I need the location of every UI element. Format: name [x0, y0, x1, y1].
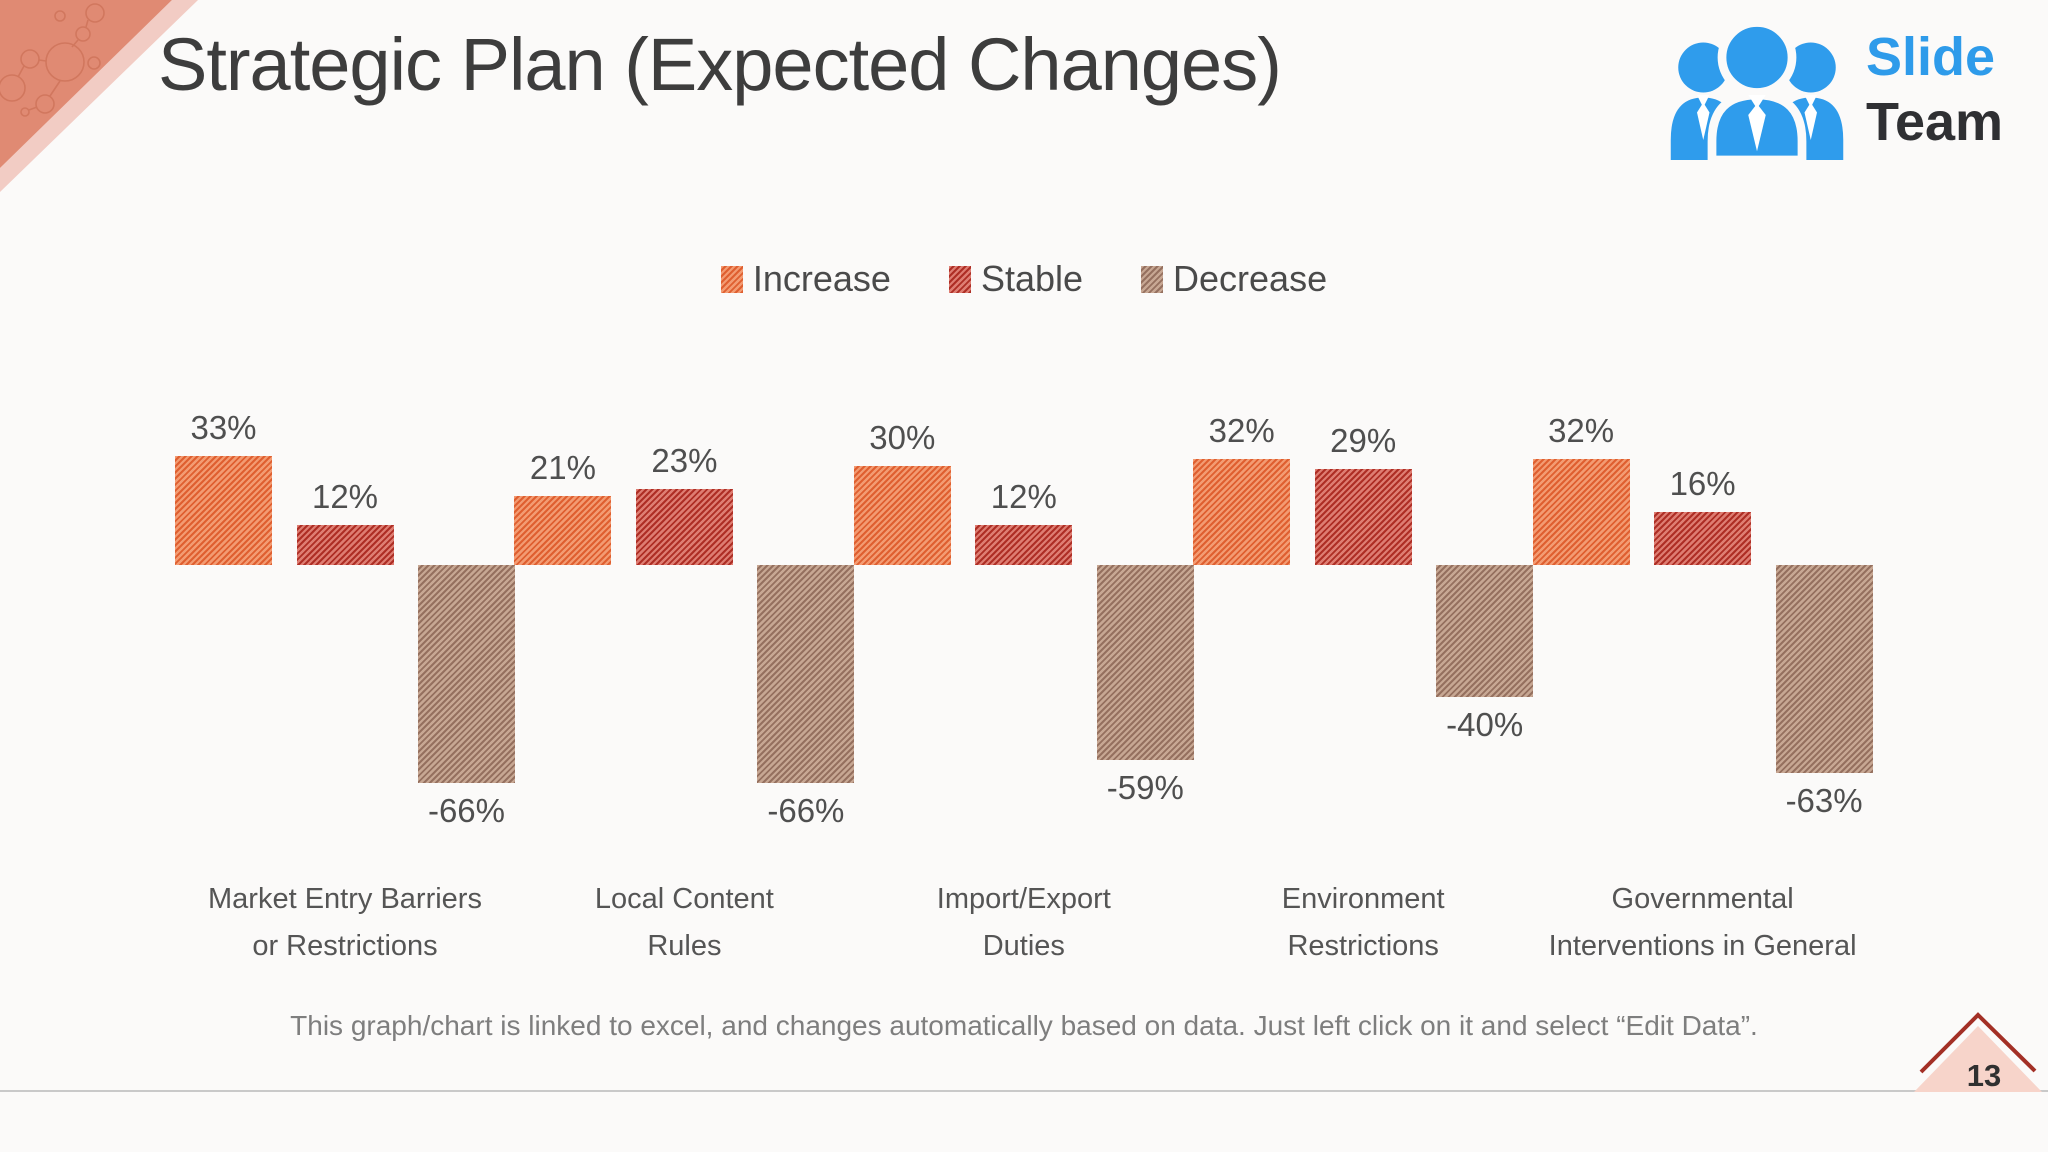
bar-stable[interactable] — [1654, 512, 1752, 565]
bar-decrease[interactable] — [1436, 565, 1534, 697]
logo-text: Slide Team — [1866, 25, 2003, 155]
bar-value-label: 32% — [1208, 412, 1275, 450]
chart-legend: Increase Stable Decrease — [0, 258, 2048, 300]
legend-label: Increase — [752, 258, 891, 299]
legend-item-increase[interactable]: Increase — [720, 258, 891, 300]
category-label: Governmental Interventions in General — [1548, 883, 1857, 962]
bar-decrease[interactable] — [418, 565, 515, 783]
bar-increase[interactable] — [514, 495, 612, 565]
bar-value-label: -66% — [427, 791, 506, 829]
footer-divider-line — [0, 1090, 2048, 1092]
bar-value-label: 12% — [311, 478, 379, 516]
bar-value-label: 29% — [1330, 422, 1397, 460]
category-label: Market Entry Barriers or Restrictions — [208, 883, 482, 962]
category-label: Import/Export Duties — [936, 883, 1111, 962]
bar-increase[interactable] — [1193, 459, 1291, 565]
bar-increase[interactable] — [1532, 459, 1630, 565]
slideteam-people-icon — [1670, 20, 1844, 160]
bar-value-label: -63% — [1785, 781, 1863, 819]
bar-decrease[interactable] — [757, 565, 855, 783]
bar-value-label: 33% — [190, 409, 257, 447]
legend-swatch-decrease — [1141, 265, 1164, 293]
bar-value-label: 21% — [529, 448, 596, 486]
legend-swatch-stable — [948, 265, 971, 293]
page-number: 13 — [1966, 1058, 2002, 1093]
bar-decrease[interactable] — [1096, 565, 1194, 760]
bar-increase[interactable] — [853, 466, 951, 565]
bar-stable[interactable] — [975, 525, 1073, 565]
page-marker-triangle — [1914, 1012, 2042, 1092]
legend-item-decrease[interactable]: Decrease — [1141, 258, 1327, 300]
bar-decrease[interactable] — [1775, 565, 1873, 773]
bar-value-label: 12% — [990, 478, 1057, 516]
bar-value-label: 30% — [869, 419, 936, 456]
bar-stable[interactable] — [1314, 469, 1412, 565]
bar-value-label: 16% — [1669, 465, 1736, 503]
bar-stable[interactable] — [635, 489, 733, 565]
bar-value-label: -59% — [1106, 768, 1184, 806]
corner-triangle-decoration — [0, 0, 198, 192]
logo-text-slide: Slide — [1866, 27, 1996, 88]
bar-stable[interactable] — [296, 525, 394, 565]
legend-label: Stable — [980, 258, 1084, 299]
footer-note: This graph/chart is linked to excel, and… — [290, 1010, 1758, 1041]
category-label: Local Content Rules — [594, 883, 774, 962]
slideteam-logo: Slide Team — [1662, 20, 2003, 160]
logo-text-team: Team — [1866, 92, 2004, 152]
bar-value-label: -66% — [767, 791, 845, 829]
bar-increase[interactable] — [175, 456, 272, 565]
bar-value-label: -40% — [1446, 706, 1524, 743]
legend-swatch-increase — [720, 265, 743, 293]
category-label: Environment Restrictions — [1281, 883, 1445, 962]
bar-value-label: 32% — [1548, 412, 1615, 450]
legend-item-stable[interactable]: Stable — [948, 258, 1084, 300]
legend-label: Decrease — [1173, 258, 1328, 299]
slide-title: Strategic Plan (Expected Changes) — [158, 23, 1282, 106]
bar-value-label: 23% — [651, 442, 718, 480]
